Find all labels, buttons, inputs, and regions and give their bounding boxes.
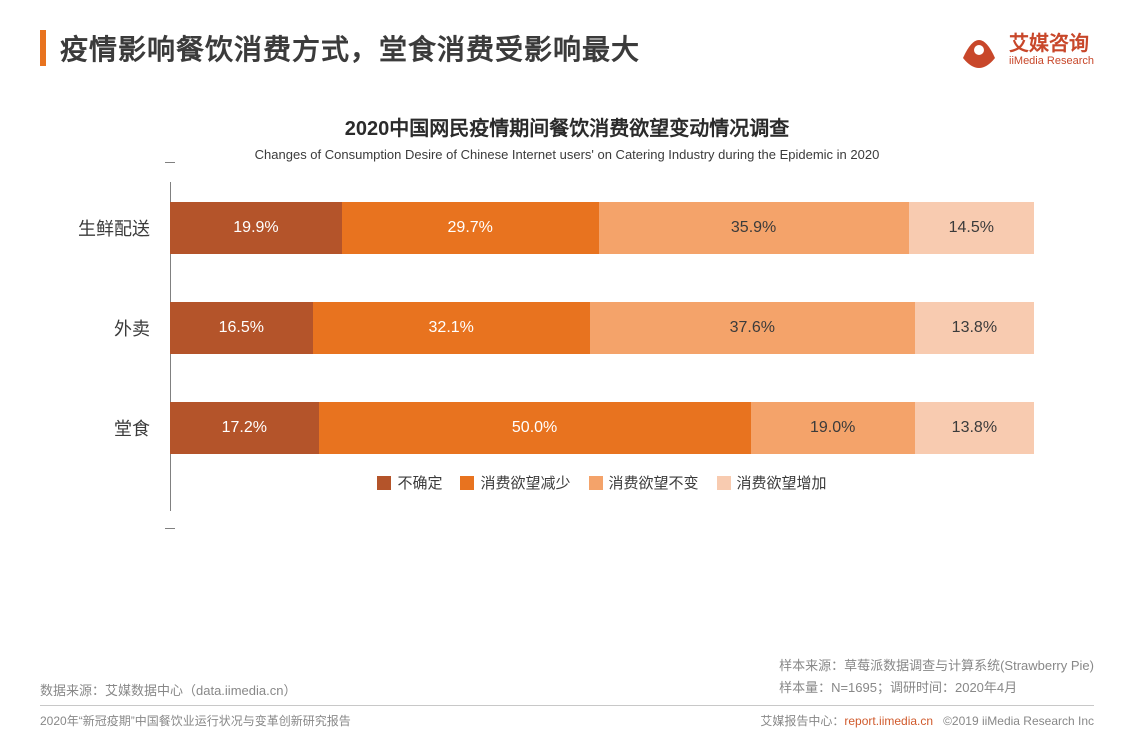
- footer: 数据来源：艾媒数据中心（data.iimedia.cn） 样本来源：草莓派数据调…: [0, 655, 1134, 737]
- bar-segment-uncertain: 16.5%: [170, 302, 313, 354]
- legend-swatch: [377, 476, 391, 490]
- bar-segment-uncertain: 17.2%: [170, 402, 319, 454]
- legend-item: 消费欲望减少: [460, 472, 570, 493]
- chart-title-cn: 2020中国网民疫情期间餐饮消费欲望变动情况调查: [60, 112, 1074, 141]
- stacked-bar: 19.9% 29.7% 35.9% 14.5%: [170, 202, 1034, 254]
- sample-source: 样本来源：草莓派数据调查与计算系统(Strawberry Pie): [779, 655, 1094, 677]
- bar-segment-decrease: 50.0%: [319, 402, 751, 454]
- legend-label: 消费欲望减少: [480, 472, 570, 493]
- bar-segment-increase: 14.5%: [909, 202, 1034, 254]
- copyright: ©2019 iiMedia Research Inc: [943, 714, 1094, 728]
- stacked-bar: 17.2% 50.0% 19.0% 13.8%: [170, 402, 1034, 454]
- bar-segment-increase: 13.8%: [915, 302, 1034, 354]
- legend: 不确定 消费欲望减少 消费欲望不变 消费欲望增加: [170, 472, 1034, 493]
- bar-segment-uncertain: 19.9%: [170, 202, 342, 254]
- footer-upper: 数据来源：艾媒数据中心（data.iimedia.cn） 样本来源：草莓派数据调…: [40, 655, 1094, 699]
- page-title: 疫情影响餐饮消费方式，堂食消费受影响最大: [60, 28, 640, 68]
- footer-right: 艾媒报告中心：report.iimedia.cn ©2019 iiMedia R…: [760, 712, 1094, 729]
- bar-segment-unchanged: 19.0%: [751, 402, 915, 454]
- sample-info: 样本来源：草莓派数据调查与计算系统(Strawberry Pie) 样本量：N=…: [779, 655, 1094, 699]
- legend-label: 消费欲望不变: [609, 472, 699, 493]
- report-link[interactable]: report.iimedia.cn: [844, 714, 933, 728]
- legend-item: 消费欲望增加: [717, 472, 827, 493]
- report-title: 2020年“新冠疫期”中国餐饮业运行状况与变革创新研究报告: [40, 712, 351, 729]
- category-label: 外卖: [60, 315, 160, 341]
- logo-text-en: iiMedia Research: [1009, 55, 1094, 67]
- bar-segment-increase: 13.8%: [915, 402, 1034, 454]
- legend-swatch: [717, 476, 731, 490]
- report-center-label: 艾媒报告中心：: [760, 714, 844, 728]
- footer-lower: 2020年“新冠疫期”中国餐饮业运行状况与变革创新研究报告 艾媒报告中心：rep…: [40, 712, 1094, 729]
- brand-logo: 艾媒咨询 iiMedia Research: [957, 28, 1094, 72]
- chart-body: 生鲜配送 19.9% 29.7% 35.9% 14.5% 外卖 16.5% 32…: [170, 202, 1034, 493]
- stacked-bar: 16.5% 32.1% 37.6% 13.8%: [170, 302, 1034, 354]
- footer-divider: [40, 705, 1094, 706]
- axis-tick: [165, 528, 175, 529]
- legend-label: 消费欲望增加: [737, 472, 827, 493]
- category-label: 堂食: [60, 415, 160, 441]
- bar-row: 堂食 17.2% 50.0% 19.0% 13.8%: [170, 402, 1034, 454]
- axis-tick: [165, 162, 175, 163]
- legend-item: 不确定: [377, 472, 442, 493]
- chart-area: 2020中国网民疫情期间餐饮消费欲望变动情况调查 Changes of Cons…: [0, 72, 1134, 493]
- legend-label: 不确定: [397, 472, 442, 493]
- logo-text-cn: 艾媒咨询: [1009, 33, 1094, 55]
- accent-bar: [40, 30, 46, 66]
- chart-title-en: Changes of Consumption Desire of Chinese…: [60, 147, 1074, 162]
- bar-row: 外卖 16.5% 32.1% 37.6% 13.8%: [170, 302, 1034, 354]
- bar-segment-unchanged: 37.6%: [590, 302, 915, 354]
- bar-segment-unchanged: 35.9%: [599, 202, 909, 254]
- title-block: 疫情影响餐饮消费方式，堂食消费受影响最大: [40, 28, 640, 68]
- bar-row: 生鲜配送 19.9% 29.7% 35.9% 14.5%: [170, 202, 1034, 254]
- logo-icon: [957, 28, 1001, 72]
- data-source: 数据来源：艾媒数据中心（data.iimedia.cn）: [40, 680, 296, 699]
- bar-segment-decrease: 32.1%: [313, 302, 590, 354]
- logo-text: 艾媒咨询 iiMedia Research: [1009, 33, 1094, 67]
- bar-segment-decrease: 29.7%: [342, 202, 599, 254]
- legend-swatch: [460, 476, 474, 490]
- category-label: 生鲜配送: [60, 215, 160, 241]
- sample-size: 样本量：N=1695；调研时间：2020年4月: [779, 677, 1094, 699]
- header: 疫情影响餐饮消费方式，堂食消费受影响最大 艾媒咨询 iiMedia Resear…: [0, 0, 1134, 72]
- legend-item: 消费欲望不变: [589, 472, 699, 493]
- legend-swatch: [589, 476, 603, 490]
